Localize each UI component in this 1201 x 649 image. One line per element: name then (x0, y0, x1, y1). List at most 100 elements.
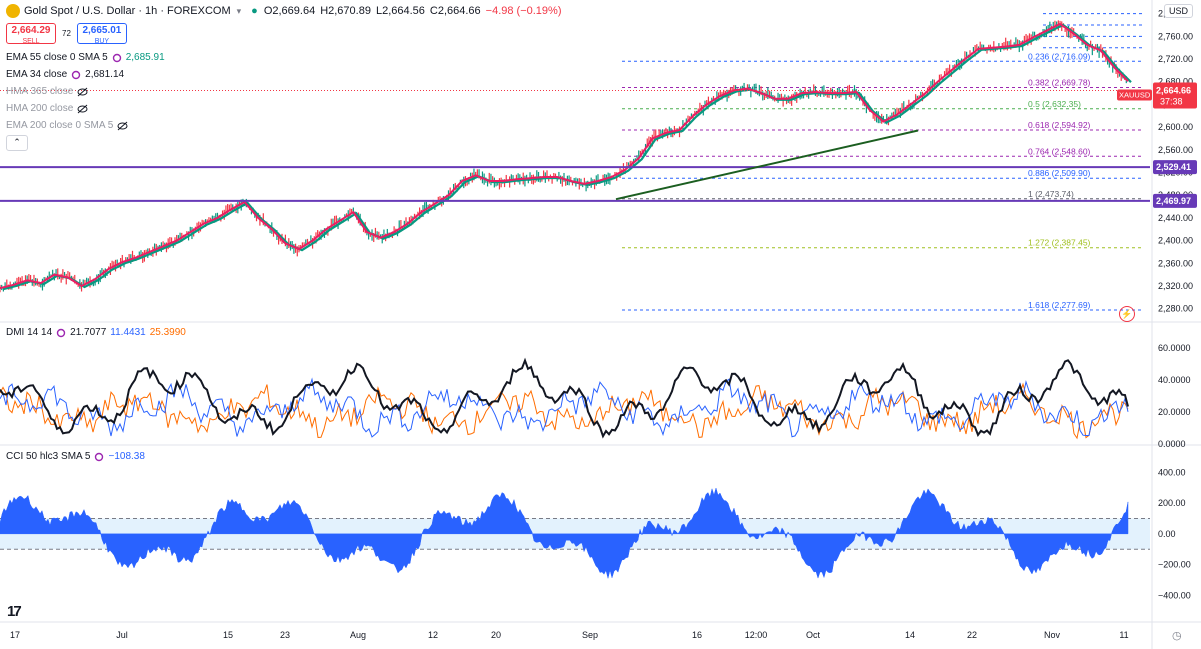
sell-label: SELL (22, 38, 40, 45)
fib-level-label: 0.764 (2,548.60) (1028, 146, 1091, 156)
price-tick-label: 2,720.00 (1158, 54, 1193, 64)
countdown-text: 37:38 (1160, 96, 1183, 106)
drawings[interactable] (0, 89, 1150, 202)
cci-label: CCI 50 hlc3 SMA 5 (6, 451, 91, 462)
fib-level-label: 0.236 (2,716.09) (1028, 51, 1091, 61)
ohlc-close: C2,664.66 (429, 5, 481, 17)
symbol-header: Gold Spot / U.S. Dollar · 1h · FOREXCOM … (0, 0, 567, 22)
time-settings-icon: ◷ (1172, 630, 1182, 642)
cci-pane[interactable] (0, 487, 1150, 579)
time-tick-label: Sep (582, 630, 598, 640)
buy-price: 2,665.01 (82, 25, 122, 36)
eye-hidden-icon[interactable] (77, 104, 88, 114)
fib-level-label: 0.5 (2,632.35) (1028, 99, 1081, 109)
settings-icon[interactable] (94, 452, 104, 462)
dmi-adx-value: 21.7077 (70, 327, 107, 338)
indicator-ema55[interactable]: EMA 55 close 0 SMA 5 2,685.91 (6, 52, 165, 63)
collapse-legend-button[interactable]: ⌃ (6, 135, 28, 151)
indicator-name: EMA 200 close 0 SMA 5 (6, 120, 114, 131)
fib-level-label: 0.618 (2,594.92) (1028, 120, 1091, 130)
settings-icon[interactable] (112, 53, 122, 63)
indicator-ema34[interactable]: EMA 34 close 2,681.14 (6, 69, 124, 80)
dmi-tick-label: 20.0000 (1158, 407, 1191, 417)
price-tick-label: 2,360.00 (1158, 258, 1193, 268)
level-lower-badge: 2,469.97 (1153, 193, 1197, 208)
price-tick-label: 2,280.00 (1158, 304, 1193, 314)
dmi-tick-label: 40.0000 (1158, 375, 1191, 385)
time-tick-label: 22 (967, 630, 977, 640)
price-tick-label: 2,680.00 (1158, 77, 1193, 87)
level-lower-badge-bg (1153, 193, 1197, 208)
buy-label: BUY (94, 38, 110, 45)
dmi-tick-label: 0.0000 (1158, 439, 1186, 449)
indicator-name: EMA 34 close (6, 69, 68, 80)
time-tick-label: 16 (692, 630, 702, 640)
price-tick-label: 2,760.00 (1158, 31, 1193, 41)
time-tick-label: 12:00 (745, 630, 768, 640)
spread-value: 72 (62, 29, 71, 38)
indicator-name: HMA 200 close (6, 103, 74, 114)
dmi-plus-di-value: 11.4431 (110, 327, 146, 338)
fib-level-label: 1 (2,473.74) (1028, 189, 1074, 199)
lightning-icon[interactable]: ⚡ (1119, 306, 1135, 322)
eye-hidden-icon[interactable] (117, 121, 128, 131)
indicator-value: 2,681.14 (85, 69, 125, 80)
symbol-tag-text: XAUUSD (1119, 90, 1151, 99)
dmi-legend[interactable]: DMI 14 14 21.7077 11.4431 25.3990 (6, 327, 186, 338)
cci-tick-label: −400.00 (1158, 590, 1191, 600)
sell-price: 2,664.29 (11, 25, 51, 36)
gold-logo-icon (6, 4, 20, 18)
trend-line (615, 129, 919, 201)
dmi-adx-line (0, 357, 1129, 439)
time-tick-label: Jul (116, 630, 128, 640)
price-tick-label: 2,440.00 (1158, 213, 1193, 223)
time-tick-label: 23 (280, 630, 290, 640)
chevron-icon[interactable]: ▾ (236, 5, 242, 16)
level-upper-badge-text: 2,529.41 (1156, 162, 1191, 172)
time-tick-label: 15 (223, 630, 233, 640)
cci-tick-label: 0.00 (1158, 529, 1176, 539)
ohlc-high: H2,670.89 (320, 5, 371, 17)
price-series (0, 20, 1132, 293)
ohlc-open: O2,669.64 (263, 5, 316, 17)
price-tick-label: 2,400.00 (1158, 236, 1193, 246)
fibonacci-retracement[interactable]: 1.618 (2,277.69) 1.272 (2,387.45) 1 (2,473… (622, 13, 1143, 311)
ohlc-change: −4.98 (−0.19%) (485, 5, 562, 17)
cci-legend[interactable]: CCI 50 hlc3 SMA 5 −108.38 (6, 451, 145, 462)
buy-button[interactable]: 2,665.01 BUY (76, 23, 127, 45)
last-price-badge-bg (1153, 82, 1197, 109)
tradingview-logo[interactable]: 17 (7, 603, 22, 620)
dmi-pane[interactable] (0, 357, 1129, 440)
symbol-title[interactable]: Gold Spot / U.S. Dollar · 1h · FOREXCOM (24, 5, 231, 17)
time-tick-label: Oct (806, 630, 821, 640)
indicator-hma365[interactable]: HMA 365 close (6, 86, 91, 97)
dmi-minus-di-line (0, 382, 1129, 440)
time-tick-label: 20 (491, 630, 501, 640)
price-tick-label: 2,320.00 (1158, 281, 1193, 291)
settings-icon[interactable] (71, 70, 81, 80)
time-tick-label: 14 (905, 630, 915, 640)
indicator-name: HMA 365 close (6, 86, 74, 97)
fib-level-label: 1.618 (2,277.69) (1028, 300, 1091, 310)
cci-value: −108.38 (108, 451, 145, 462)
level-upper-badge: 2,529.41 (1153, 160, 1197, 175)
price-tick-label: 2,560.00 (1158, 145, 1193, 155)
sell-button[interactable]: 2,664.29 SELL (6, 23, 56, 45)
cci-histogram (0, 487, 1129, 579)
cci-tick-label: 400.00 (1158, 467, 1186, 477)
dmi-minus-di-value: 25.3990 (149, 327, 186, 338)
settings-icon[interactable] (56, 328, 66, 338)
indicator-ema200[interactable]: EMA 200 close 0 SMA 5 (6, 120, 131, 131)
eye-hidden-icon[interactable] (77, 87, 88, 97)
dmi-tick-label: 60.0000 (1158, 343, 1191, 353)
cci-tick-label: 200.00 (1158, 498, 1186, 508)
fib-level-label: 0.886 (2,509.90) (1028, 168, 1091, 178)
indicator-hma200[interactable]: HMA 200 close (6, 103, 91, 114)
currency-selector[interactable]: USD (1163, 4, 1193, 18)
time-tick-label: 17 (10, 630, 20, 640)
fib-level-label: 0.382 (2,669.78) (1028, 78, 1091, 88)
ema55-line (2, 23, 1132, 291)
